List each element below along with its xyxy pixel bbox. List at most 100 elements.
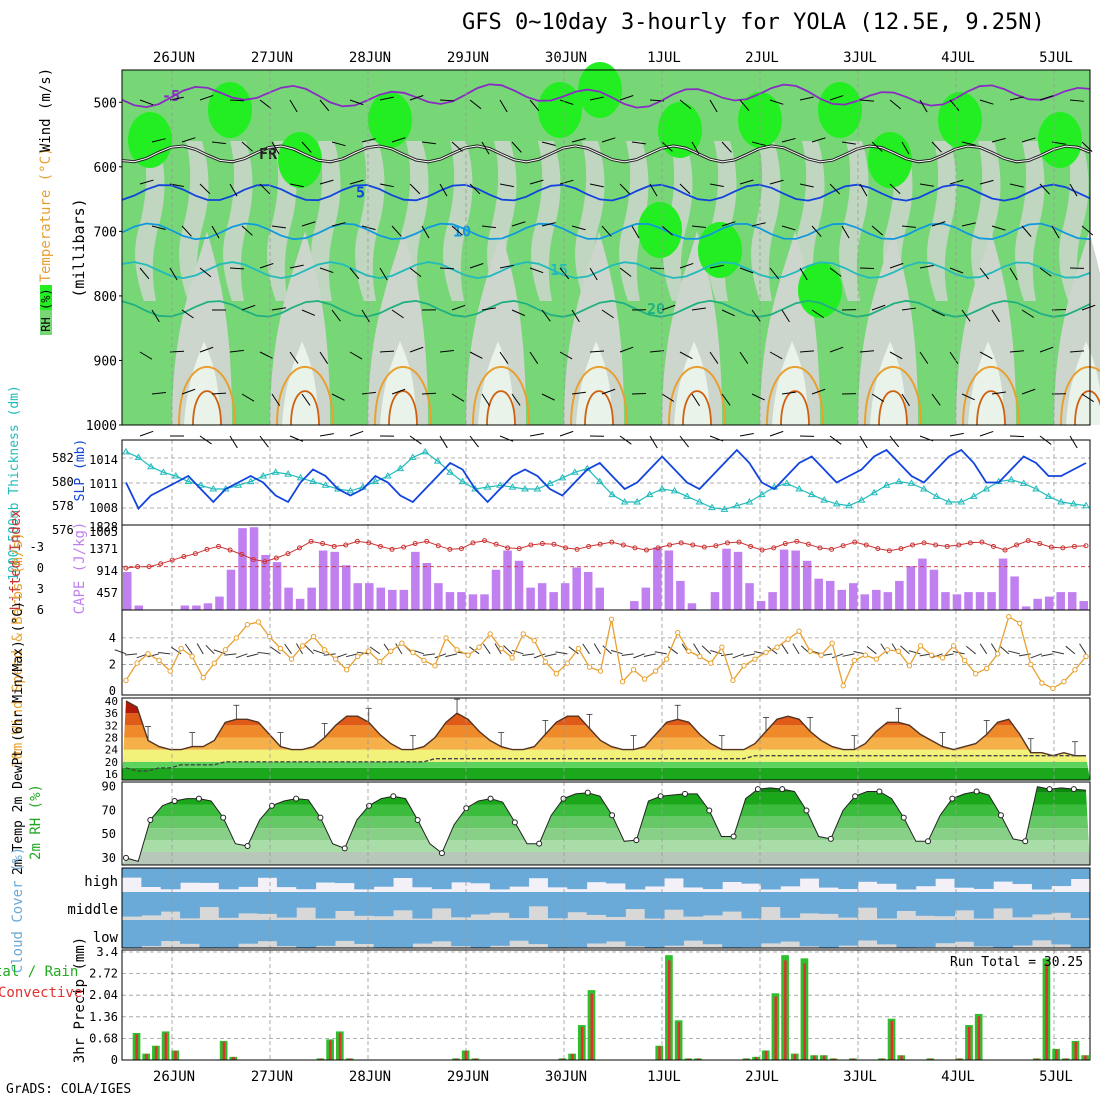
rh-moist-blob: [368, 92, 412, 148]
wind10m-barb: [522, 653, 535, 656]
rh-very-dry-region: [380, 341, 416, 425]
cape-bar: [687, 603, 697, 610]
date-axis-top: 26JUN 27JUN 28JUN 29JUN 30JUN 1JUL 2JUL 3JUL 4JU…: [153, 50, 1073, 66]
thickness-point: [309, 477, 317, 485]
thickness-point: [408, 453, 417, 460]
lifted-index-point: [840, 543, 846, 549]
cloud-bar: [412, 892, 433, 919]
wind-barb: [571, 309, 580, 323]
wind10m-speed-point: [156, 657, 162, 664]
wind-barb: [589, 183, 604, 188]
cloud-bar: [993, 892, 1014, 909]
cape-bar: [1044, 596, 1054, 610]
cloud-bar: [993, 920, 1014, 948]
wind10m-barb: [224, 653, 237, 656]
thickness-point: [570, 468, 579, 475]
thickness-point: [633, 498, 642, 505]
cape-bar: [376, 587, 386, 610]
wind10m-speed-point: [686, 648, 692, 654]
isotherm-line-inner: [121, 145, 1091, 163]
cloud-bar: [838, 920, 859, 946]
cloud-bar: [315, 868, 336, 883]
wind10m-speed-point: [410, 649, 416, 656]
wind-barb: [481, 141, 490, 155]
wind-barb: [349, 99, 364, 106]
cloud-bar: [799, 920, 820, 947]
isotherm-30-arch: [486, 390, 516, 426]
wind-barb: [271, 307, 286, 311]
lifted-index-point: [944, 543, 950, 549]
precip-convective-bar: [880, 1058, 884, 1060]
precip-convective-bar: [755, 1056, 758, 1060]
cloud-bar: [528, 892, 549, 907]
lifted-index-point: [1083, 543, 1089, 549]
cape-bar: [641, 587, 651, 610]
cape-bar: [1079, 601, 1088, 610]
isotherm-25-arch: [178, 366, 236, 426]
cloud-bar: [664, 868, 684, 879]
wind10m-speed-point: [189, 653, 195, 660]
panel-frame: [121, 781, 1091, 866]
wind-barb: [721, 393, 731, 406]
cloud-bar: [122, 868, 142, 878]
lifted-index-point: [667, 542, 673, 548]
convective-label: Convective: [0, 985, 82, 1001]
cloud-bar: [276, 868, 297, 888]
wind-barb: [949, 351, 959, 364]
wind10m-barb: [1065, 645, 1076, 655]
thickness-point: [558, 473, 567, 481]
thickness-point: [1057, 498, 1065, 505]
li-tick-label: 0: [37, 561, 44, 575]
rh-grey-streak: [971, 141, 1001, 301]
cloud-bar: [741, 920, 762, 948]
wind10m-speed-point: [178, 645, 184, 652]
thickness-point: [196, 481, 205, 488]
cloud-bar: [354, 920, 375, 944]
wind-barb: [589, 267, 598, 281]
wind-barb: [571, 391, 586, 395]
rh-point: [536, 840, 543, 847]
wind-barb: [859, 435, 868, 449]
temp-tick-label: 24: [105, 744, 119, 757]
rh-point: [414, 816, 421, 823]
wind-barb: [679, 435, 689, 448]
panel-frame: [121, 609, 1091, 696]
precip-convective-bar: [232, 1056, 235, 1060]
lifted-index-point: [366, 540, 372, 546]
rh-grey-streak: [135, 141, 165, 301]
lifted-index-point: [574, 546, 580, 552]
lifted-index-point: [482, 538, 488, 544]
wind-barb: [889, 183, 901, 195]
wind-barb: [289, 351, 299, 364]
rh-very-dry-region: [1066, 341, 1100, 425]
wind-barb: [469, 351, 483, 359]
rh-moist-blob: [798, 262, 842, 318]
date-tick-label: 30JUN: [545, 1069, 587, 1085]
wind-barb: [139, 267, 150, 280]
wind-barb: [931, 141, 942, 153]
wind10m-speed-line: [125, 615, 1087, 690]
cloud-bar: [451, 868, 471, 883]
isotherm-25-arch: [1060, 366, 1100, 426]
lifted-index-point: [146, 564, 152, 570]
wind-barb: [649, 435, 658, 449]
rh-point: [1022, 838, 1029, 845]
isotherm-30-arch: [682, 390, 712, 426]
rh-point: [293, 795, 300, 802]
wind-barb: [919, 99, 928, 113]
wind10m-speed-point: [972, 671, 979, 677]
isotherm-30-arch: [780, 390, 810, 426]
cape-bar: [779, 549, 789, 610]
isotherm-label: 10: [453, 222, 471, 240]
wind-barb: [799, 350, 814, 353]
wind-barb: [1021, 388, 1036, 395]
cape-bar: [295, 598, 305, 610]
thickness-point: [508, 483, 517, 490]
cloud-bar: [818, 920, 839, 948]
lifted-index-point: [713, 543, 719, 549]
thickness-point: [683, 492, 691, 499]
wind-barb: [991, 391, 1006, 395]
lifted-index-point: [1048, 544, 1054, 550]
wind10m-speed-point: [388, 648, 394, 654]
wind10m-barb: [667, 646, 679, 655]
